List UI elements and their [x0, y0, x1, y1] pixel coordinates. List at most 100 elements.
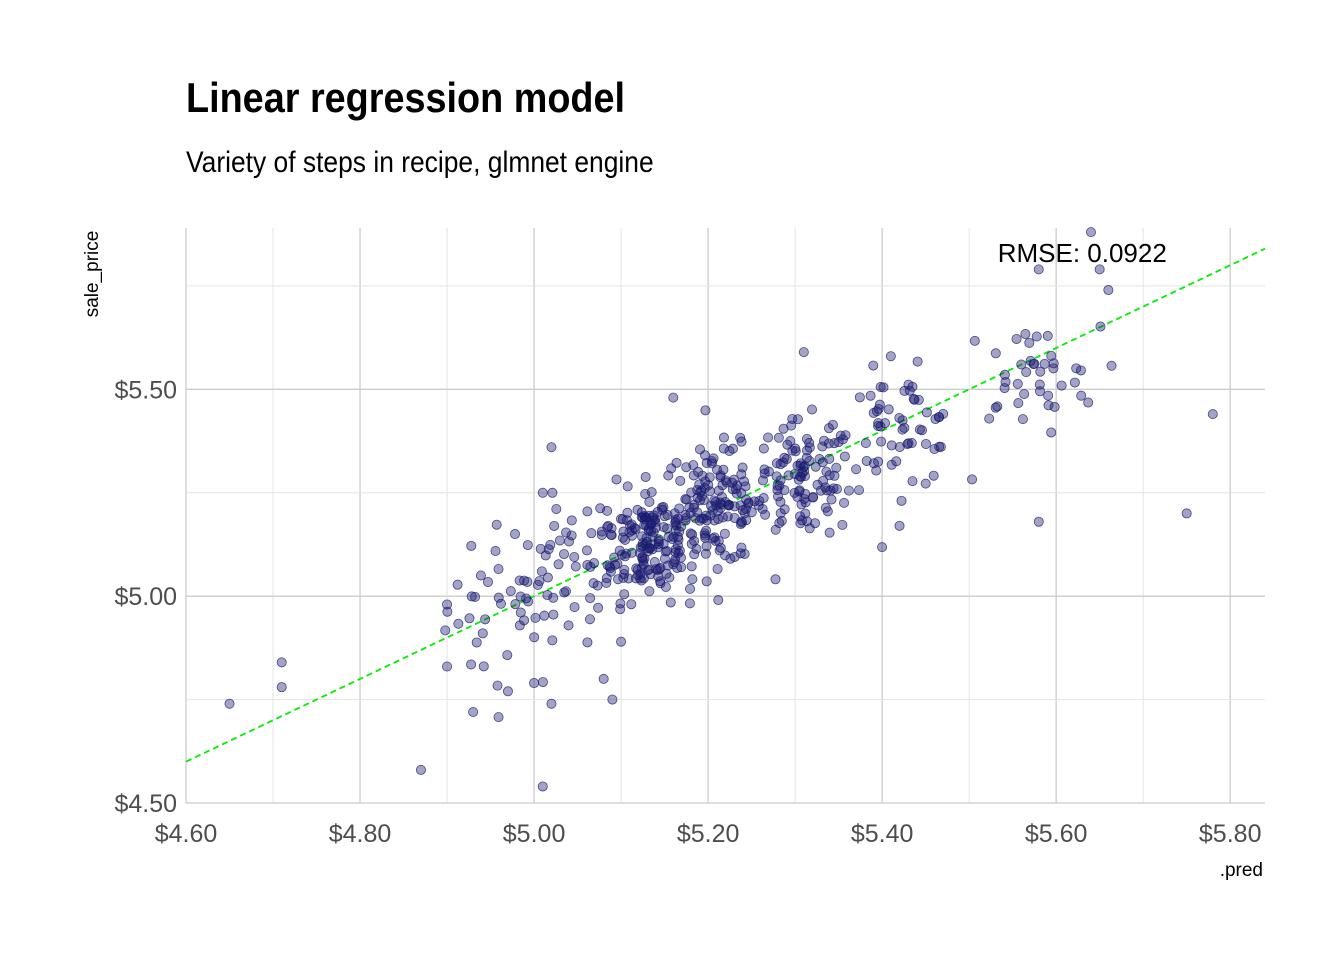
data-point [906, 438, 917, 449]
data-point [773, 491, 784, 502]
data-point [477, 628, 488, 639]
y-axis-title: sale_price [82, 231, 103, 318]
data-point [547, 635, 558, 646]
data-point [595, 503, 606, 514]
x-tick-label: $5.60 [1025, 820, 1088, 848]
data-point [735, 432, 746, 443]
data-point [663, 532, 674, 543]
data-point [729, 512, 740, 523]
data-point [276, 682, 287, 693]
data-point [795, 460, 806, 471]
data-point [537, 487, 548, 498]
data-point [442, 599, 453, 610]
data-point [878, 382, 889, 393]
data-point [701, 541, 712, 552]
data-point [1085, 227, 1096, 238]
data-point [559, 549, 570, 560]
data-point [581, 545, 592, 556]
data-point [822, 506, 833, 517]
data-point [607, 694, 618, 705]
data-point [692, 492, 703, 503]
data-point [802, 516, 813, 527]
chart-title: Linear regression model [186, 74, 626, 121]
data-point [757, 504, 768, 515]
data-point [548, 609, 559, 620]
data-point [510, 529, 521, 540]
data-point [868, 458, 879, 469]
data-point [920, 438, 931, 449]
data-point [646, 518, 657, 529]
data-point [883, 404, 894, 415]
data-point [475, 570, 486, 581]
data-point [666, 463, 677, 474]
data-point [570, 561, 581, 572]
x-tick-label: $4.80 [329, 820, 392, 848]
data-point [675, 552, 686, 563]
data-point [491, 519, 502, 530]
data-point [493, 712, 504, 723]
data-point [984, 413, 995, 424]
data-point [929, 444, 940, 455]
data-point [636, 512, 647, 523]
data-point [909, 394, 920, 405]
data-point [1046, 427, 1057, 438]
data-point [640, 471, 651, 482]
data-point [1033, 516, 1044, 527]
data-point [701, 576, 712, 587]
data-point [560, 586, 571, 597]
data-point [561, 527, 572, 538]
data-point [615, 598, 626, 609]
data-point [644, 586, 655, 597]
data-point [935, 441, 946, 452]
data-point [886, 440, 897, 451]
data-point [967, 474, 978, 485]
data-point [624, 526, 635, 537]
data-point [737, 517, 748, 528]
data-point [891, 456, 902, 467]
data-point [471, 637, 482, 648]
data-point [653, 534, 664, 545]
data-point [452, 579, 463, 590]
data-point [718, 443, 729, 454]
data-point [480, 614, 491, 625]
data-point [1046, 350, 1057, 361]
data-point [697, 470, 708, 481]
data-point [601, 577, 612, 588]
data-point [688, 502, 699, 513]
data-point [615, 604, 626, 615]
data-point [819, 435, 830, 446]
data-point [807, 492, 818, 503]
data-point [611, 474, 622, 485]
data-point [865, 390, 876, 401]
data-point [802, 445, 813, 456]
data-point [586, 528, 597, 539]
data-point [603, 520, 614, 531]
data-point [837, 519, 848, 530]
data-point [1035, 366, 1046, 377]
data-point [659, 553, 670, 564]
data-point [616, 636, 627, 647]
data-point [1042, 330, 1053, 341]
data-point [685, 583, 696, 594]
data-point [519, 615, 530, 626]
data-point [875, 382, 886, 393]
data-point [874, 399, 885, 410]
data-point [694, 515, 705, 526]
data-point [670, 544, 681, 555]
data-point [731, 488, 742, 499]
data-point [495, 598, 506, 609]
data-point [519, 575, 530, 586]
data-point [1106, 360, 1117, 371]
data-point [992, 401, 1003, 412]
data-point [1095, 321, 1106, 332]
data-point [713, 595, 724, 606]
data-point [1013, 398, 1024, 409]
data-point [990, 348, 1001, 359]
y-tick-label: $4.50 [114, 790, 177, 818]
data-point [818, 475, 829, 486]
data-point [778, 423, 789, 434]
data-point [687, 574, 698, 585]
y-tick-label: $5.00 [114, 583, 177, 611]
data-point [530, 612, 541, 623]
data-point [585, 561, 596, 572]
